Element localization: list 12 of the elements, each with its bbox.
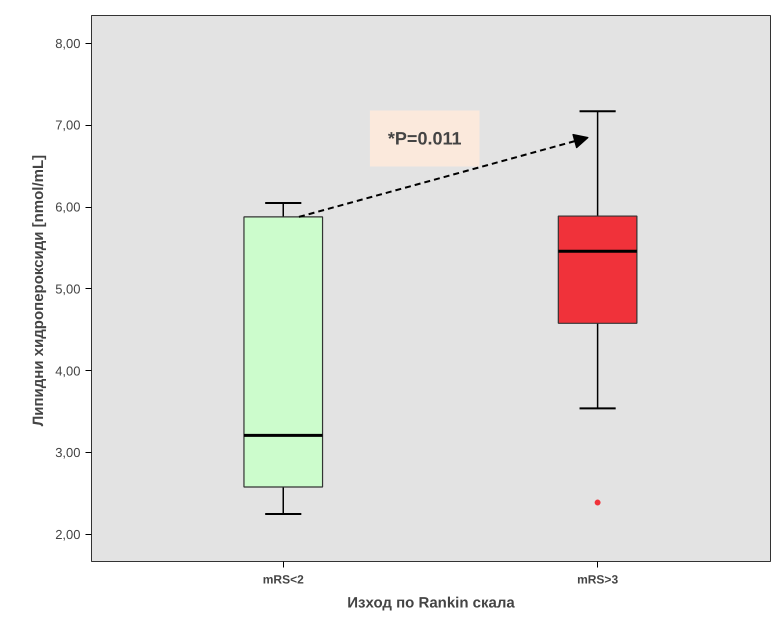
y-tick-label: 6,00 (55, 200, 81, 215)
y-axis-title: Липидни хидропероксиди [nmol/mL] (30, 154, 48, 426)
y-tick-label: 7,00 (55, 118, 81, 133)
y-tick-label: 3,00 (55, 445, 81, 460)
y-tick-label: 4,00 (55, 363, 81, 378)
y-tick-label: 8,00 (55, 36, 81, 51)
x-axis-title: Изход по Rankin скала (347, 594, 516, 612)
y-tick-label: 2,00 (55, 526, 81, 542)
y-tick-label: 5,00 (55, 281, 81, 296)
x-tick-label: mRS<2 (262, 572, 304, 586)
annotation: *P=0.011 (388, 128, 462, 148)
x-tick-label: mRS>3 (577, 572, 618, 586)
